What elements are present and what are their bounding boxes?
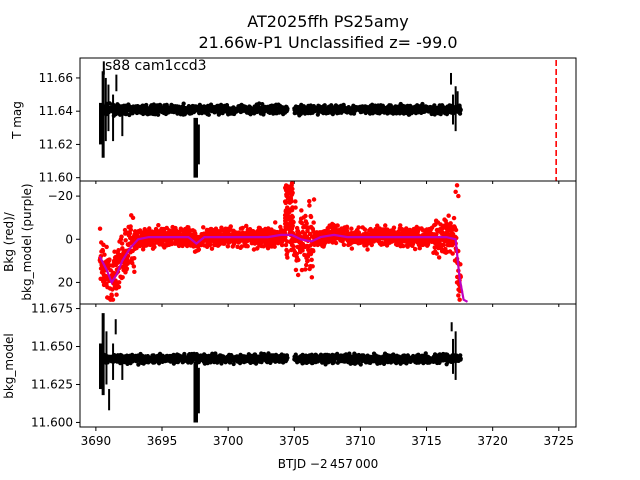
panel-bottom: 11.600 11.625 11.650 11.675 3690 3695 3700 370… xyxy=(2,302,577,471)
y-tick-label: 11.64 xyxy=(39,104,73,118)
x-tick-label: 3715 xyxy=(411,434,442,448)
top-panel-data xyxy=(99,60,557,181)
y-tick-label: 0 xyxy=(65,232,73,246)
y-tick-label: 20 xyxy=(58,275,73,289)
y-tick-label: 11.625 xyxy=(31,377,73,391)
x-tick-label: 3725 xyxy=(544,434,575,448)
x-axis-label: BTJD −2 457 000 xyxy=(278,457,378,471)
top-panel-y-ticks: 11.60 11.62 11.64 11.66 xyxy=(39,71,560,185)
panel-middle: 20 0 −20 Bkg (red)/ bkg_model (purple) xyxy=(2,180,577,307)
x-tick-label: 3705 xyxy=(279,434,310,448)
bottom-panel-y-label: bkg_model xyxy=(2,333,16,399)
y-tick-label: 11.66 xyxy=(39,71,73,85)
top-panel-y-label: T mag xyxy=(10,101,24,140)
x-axis-ticks: 3690 3695 3700 3705 3710 3715 3720 3725 xyxy=(81,427,574,448)
bottom-panel-y-ticks: 11.600 11.625 11.650 11.675 xyxy=(31,302,80,429)
y-tick-label: 11.62 xyxy=(39,137,73,151)
x-tick-label: 3695 xyxy=(147,434,178,448)
x-tick-label: 3690 xyxy=(81,434,112,448)
field-annotation: s88 cam1ccd3 xyxy=(105,58,207,74)
chart-title-line2: 21.66w-P1 Unclassified z= -99.0 xyxy=(198,33,457,52)
x-tick-label: 3700 xyxy=(213,434,244,448)
y-tick-label: −20 xyxy=(48,189,73,203)
middle-panel-y-label-line1: Bkg (red)/ xyxy=(2,211,16,272)
bottom-panel-data xyxy=(99,313,463,423)
chart-title-line1: AT2025ffh PS25amy xyxy=(247,12,408,31)
bkg-model-line xyxy=(98,233,469,303)
y-tick-label: 11.600 xyxy=(31,415,73,429)
middle-panel-data xyxy=(97,181,469,303)
bottom-panel-frame xyxy=(79,303,577,428)
x-tick-label: 3710 xyxy=(345,434,376,448)
mag-points xyxy=(99,101,463,118)
mag-points xyxy=(99,351,463,367)
middle-panel-y-label-line2: bkg_model (purple) xyxy=(20,183,34,300)
y-tick-label: 11.650 xyxy=(31,340,73,354)
y-tick-label: 11.60 xyxy=(39,171,73,185)
y-tick-label: 11.675 xyxy=(31,302,73,316)
x-tick-label: 3720 xyxy=(477,434,508,448)
